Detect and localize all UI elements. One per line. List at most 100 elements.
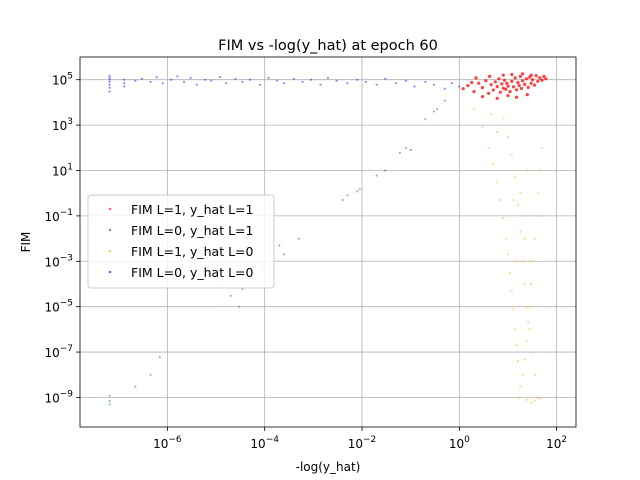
data-point [297,237,300,240]
data-point [498,90,502,94]
legend: FIM L=1, y_hat L=1 FIM L=0, y_hat L=1 FIM … [87,194,275,289]
data-point [384,169,387,172]
data-point [505,81,509,85]
data-point [481,126,484,129]
data-point [528,260,531,263]
data-point [531,351,534,354]
data-point [538,76,542,80]
data-point [510,79,514,83]
data-point [523,282,526,286]
data-point [500,82,504,86]
data-point [508,272,512,275]
data-point [533,373,537,376]
data-point [375,83,378,86]
data-point [502,217,505,220]
data-point [493,80,497,84]
data-point [501,86,505,90]
data-point [542,74,546,78]
data-point [497,77,501,81]
data-point [424,80,427,83]
data-point [517,84,521,88]
data-point [224,82,228,85]
data-point [514,95,519,99]
data-point [218,76,221,79]
data-point [514,88,519,92]
data-point [292,77,296,80]
data-point [526,169,529,172]
data-point [523,237,526,240]
data-point [480,95,485,99]
data-point [413,85,416,88]
data-point [506,253,510,256]
data-point [404,79,408,82]
data-point [248,78,252,81]
legend-marker [108,207,112,211]
data-point [495,84,499,89]
data-point [229,294,232,297]
data-point [540,78,544,82]
data-point [170,78,173,81]
data-point [346,194,349,197]
data-point [432,110,435,113]
data-point [538,397,541,400]
legend-label: FIM L=0, y_hat L=1 [131,223,253,238]
x-axis-label: -log(y_hat) [296,460,361,474]
data-point [267,76,270,79]
data-point [496,130,499,133]
data-point [424,118,427,121]
data-point [519,385,522,388]
legend-marker [108,249,112,253]
data-point [276,79,279,82]
data-point [492,162,495,165]
data-point [512,307,515,310]
data-point [513,76,517,80]
data-point [108,78,111,81]
data-point [310,78,313,81]
y-axis-label: FIM [19,232,33,253]
data-point [502,78,507,82]
data-point [488,74,492,78]
data-point [501,73,505,77]
data-point [358,188,361,191]
data-point [140,77,143,80]
data-point [518,396,521,399]
data-point [514,176,517,179]
data-point [432,83,435,86]
data-point [108,394,111,397]
data-point [516,80,520,85]
data-point [108,76,111,79]
data-point [532,83,537,87]
data-point [189,76,192,79]
data-point [238,305,241,308]
data-point [539,169,542,172]
data-point [531,78,535,82]
data-point [234,77,237,80]
data-point [364,80,367,83]
data-point [526,85,530,89]
data-point [506,94,510,98]
data-point [404,146,408,149]
data-point [510,72,514,77]
data-point [480,86,485,90]
data-point [123,82,126,85]
legend-label: FIM L=1, y_hat L=1 [131,202,253,217]
data-point [335,79,338,82]
data-point [523,82,527,86]
data-point [283,82,286,85]
data-point [530,401,533,404]
data-point [108,86,111,89]
data-point [443,99,446,102]
legend-marker [108,270,112,274]
data-point [283,253,286,256]
legend-box [87,194,275,289]
data-point [123,78,126,81]
data-point [490,113,493,116]
data-point [499,198,502,202]
data-point [474,76,478,80]
data-point [496,181,499,184]
data-point [466,84,470,88]
data-point [525,340,528,343]
data-point [108,83,111,86]
data-point [484,79,488,83]
data-point [195,83,198,86]
